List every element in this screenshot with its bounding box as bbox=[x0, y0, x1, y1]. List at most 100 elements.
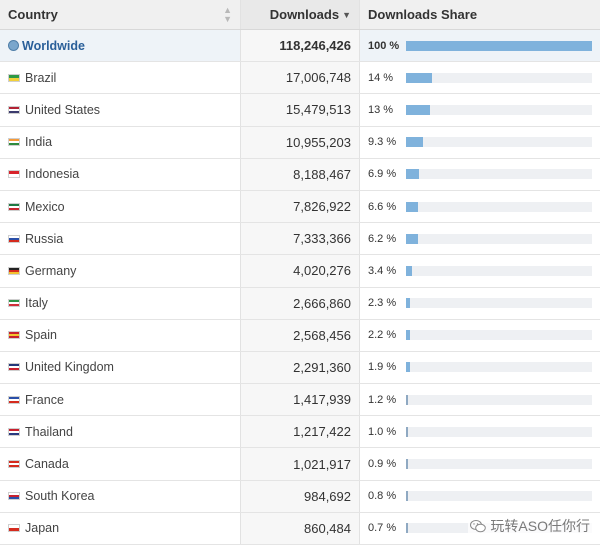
japan-flag-icon bbox=[8, 524, 20, 533]
table-row[interactable]: France 1,417,939 1.2 % bbox=[0, 384, 600, 417]
country-cell: United States bbox=[0, 94, 240, 125]
country-name[interactable]: Germany bbox=[25, 263, 77, 278]
share-bar-track bbox=[406, 169, 592, 180]
downloads-value: 1,217,422 bbox=[293, 424, 351, 440]
sort-descending-icon[interactable]: ▼ bbox=[342, 9, 351, 20]
table-row[interactable]: Thailand 1,217,422 1.0 % bbox=[0, 416, 600, 449]
column-header-country[interactable]: Country ▲ ▼ bbox=[0, 0, 240, 29]
share-bar-track bbox=[406, 265, 592, 276]
downloads-cell: 2,568,456 bbox=[240, 319, 360, 351]
share-bar-fill bbox=[406, 265, 413, 276]
country-name[interactable]: Thailand bbox=[25, 424, 73, 439]
table-row[interactable]: United States 15,479,513 13 % bbox=[0, 94, 600, 127]
country-cell: Japan bbox=[0, 513, 240, 544]
share-bar-track bbox=[406, 491, 592, 502]
country-name[interactable]: India bbox=[25, 135, 53, 150]
sort-icon[interactable]: ▲ ▼ bbox=[223, 4, 232, 24]
downloads-value: 8,188,467 bbox=[293, 166, 351, 182]
downloads-cell: 17,006,748 bbox=[240, 62, 360, 94]
column-header-downloads-label: Downloads bbox=[269, 7, 340, 22]
share-percent: 6.9 % bbox=[368, 168, 397, 181]
country-name[interactable]: South Korea bbox=[25, 489, 95, 504]
country-name[interactable]: Italy bbox=[25, 296, 48, 311]
country-name[interactable]: Mexico bbox=[25, 199, 65, 214]
column-header-share[interactable]: Downloads Share bbox=[360, 0, 600, 29]
share-bar-fill bbox=[406, 169, 419, 180]
table-row[interactable]: Italy 2,666,860 2.3 % bbox=[0, 287, 600, 320]
downloads-cell: 8,188,467 bbox=[240, 158, 360, 190]
table-row[interactable]: Spain 2,568,456 2.2 % bbox=[0, 319, 600, 352]
share-bar-fill bbox=[406, 491, 408, 502]
share-percent: 14 % bbox=[368, 71, 394, 84]
share-cell: 13 % bbox=[360, 94, 600, 125]
country-cell: Mexico bbox=[0, 191, 240, 222]
column-header-downloads[interactable]: Downloads ▼ bbox=[240, 0, 360, 29]
downloads-value: 7,826,922 bbox=[293, 199, 351, 215]
table-row[interactable]: United Kingdom 2,291,360 1.9 % bbox=[0, 351, 600, 385]
country-name[interactable]: Indonesia bbox=[25, 167, 80, 182]
italy-flag-icon bbox=[8, 299, 20, 308]
share-cell: 1.0 % bbox=[360, 416, 600, 447]
country-name[interactable]: Spain bbox=[25, 328, 57, 343]
country-cell: Russia bbox=[0, 223, 240, 254]
downloads-value: 15,479,513 bbox=[285, 102, 351, 118]
table-row[interactable]: Germany 4,020,276 3.4 % bbox=[0, 255, 600, 288]
table-row[interactable]: South Korea 984,692 0.8 % bbox=[0, 480, 600, 513]
share-bar-fill bbox=[406, 394, 408, 405]
share-bar-track bbox=[406, 104, 592, 115]
country-cell: France bbox=[0, 384, 240, 415]
share-bar-track bbox=[406, 426, 592, 437]
downloads-cell: 4,020,276 bbox=[240, 255, 360, 287]
germany-flag-icon bbox=[8, 266, 20, 275]
table-row[interactable]: Mexico 7,826,922 6.6 % bbox=[0, 190, 600, 224]
table-row[interactable]: Brazil 17,006,748 14 % bbox=[0, 62, 600, 95]
table-row[interactable]: Worldwide 118,246,426 100 % bbox=[0, 30, 600, 63]
share-cell: 1.2 % bbox=[360, 384, 600, 415]
downloads-value: 118,246,426 bbox=[279, 38, 351, 54]
country-cell: Italy bbox=[0, 288, 240, 319]
share-bar-fill bbox=[406, 233, 418, 244]
united-kingdom-flag-icon bbox=[8, 363, 20, 372]
table-row[interactable]: Russia 7,333,366 6.2 % bbox=[0, 223, 600, 256]
downloads-cell: 1,217,422 bbox=[240, 416, 360, 448]
country-cell: United Kingdom bbox=[0, 352, 240, 383]
downloads-cell: 7,333,366 bbox=[240, 223, 360, 255]
table-row[interactable]: India 10,955,203 9.3 % bbox=[0, 126, 600, 159]
country-name[interactable]: Japan bbox=[25, 521, 60, 536]
share-percent: 0.7 % bbox=[368, 522, 397, 535]
downloads-cell: 118,246,426 bbox=[240, 30, 360, 62]
country-cell: Spain bbox=[0, 320, 240, 351]
share-percent: 0.8 % bbox=[368, 490, 397, 503]
column-header-country-label: Country bbox=[8, 7, 58, 22]
india-flag-icon bbox=[8, 138, 20, 147]
share-cell: 14 % bbox=[360, 62, 600, 93]
country-name[interactable]: United States bbox=[25, 102, 101, 117]
south-korea-flag-icon bbox=[8, 492, 20, 501]
table-row[interactable]: Indonesia 8,188,467 6.9 % bbox=[0, 158, 600, 191]
share-cell: 100 % bbox=[360, 30, 600, 61]
downloads-cell: 860,484 bbox=[240, 512, 360, 544]
share-percent: 100 % bbox=[368, 39, 400, 52]
country-name[interactable]: United Kingdom bbox=[25, 360, 114, 375]
downloads-value: 2,568,456 bbox=[293, 327, 351, 343]
share-bar-track bbox=[406, 72, 592, 83]
country-name[interactable]: Russia bbox=[25, 231, 64, 246]
country-name[interactable]: France bbox=[25, 392, 64, 407]
country-cell: Canada bbox=[0, 448, 240, 479]
downloads-value: 2,291,360 bbox=[293, 359, 351, 375]
share-bar-fill bbox=[406, 137, 424, 148]
table-body: Worldwide 118,246,426 100 % Brazil 17,006,74… bbox=[0, 30, 600, 545]
share-bar-fill bbox=[406, 523, 408, 534]
country-name[interactable]: Worldwide bbox=[22, 38, 85, 53]
globe-icon bbox=[8, 40, 19, 52]
country-name[interactable]: Canada bbox=[25, 457, 69, 472]
country-name[interactable]: Brazil bbox=[25, 70, 57, 85]
watermark-text: 玩转ASO任你行 bbox=[490, 518, 590, 534]
country-cell: Brazil bbox=[0, 62, 240, 93]
table-row[interactable]: Canada 1,021,917 0.9 % bbox=[0, 448, 600, 481]
country-cell: Germany bbox=[0, 255, 240, 286]
share-percent: 1.2 % bbox=[368, 393, 397, 406]
downloads-value: 10,955,203 bbox=[285, 134, 351, 150]
russia-flag-icon bbox=[8, 234, 20, 243]
share-percent: 3.4 % bbox=[368, 264, 397, 277]
